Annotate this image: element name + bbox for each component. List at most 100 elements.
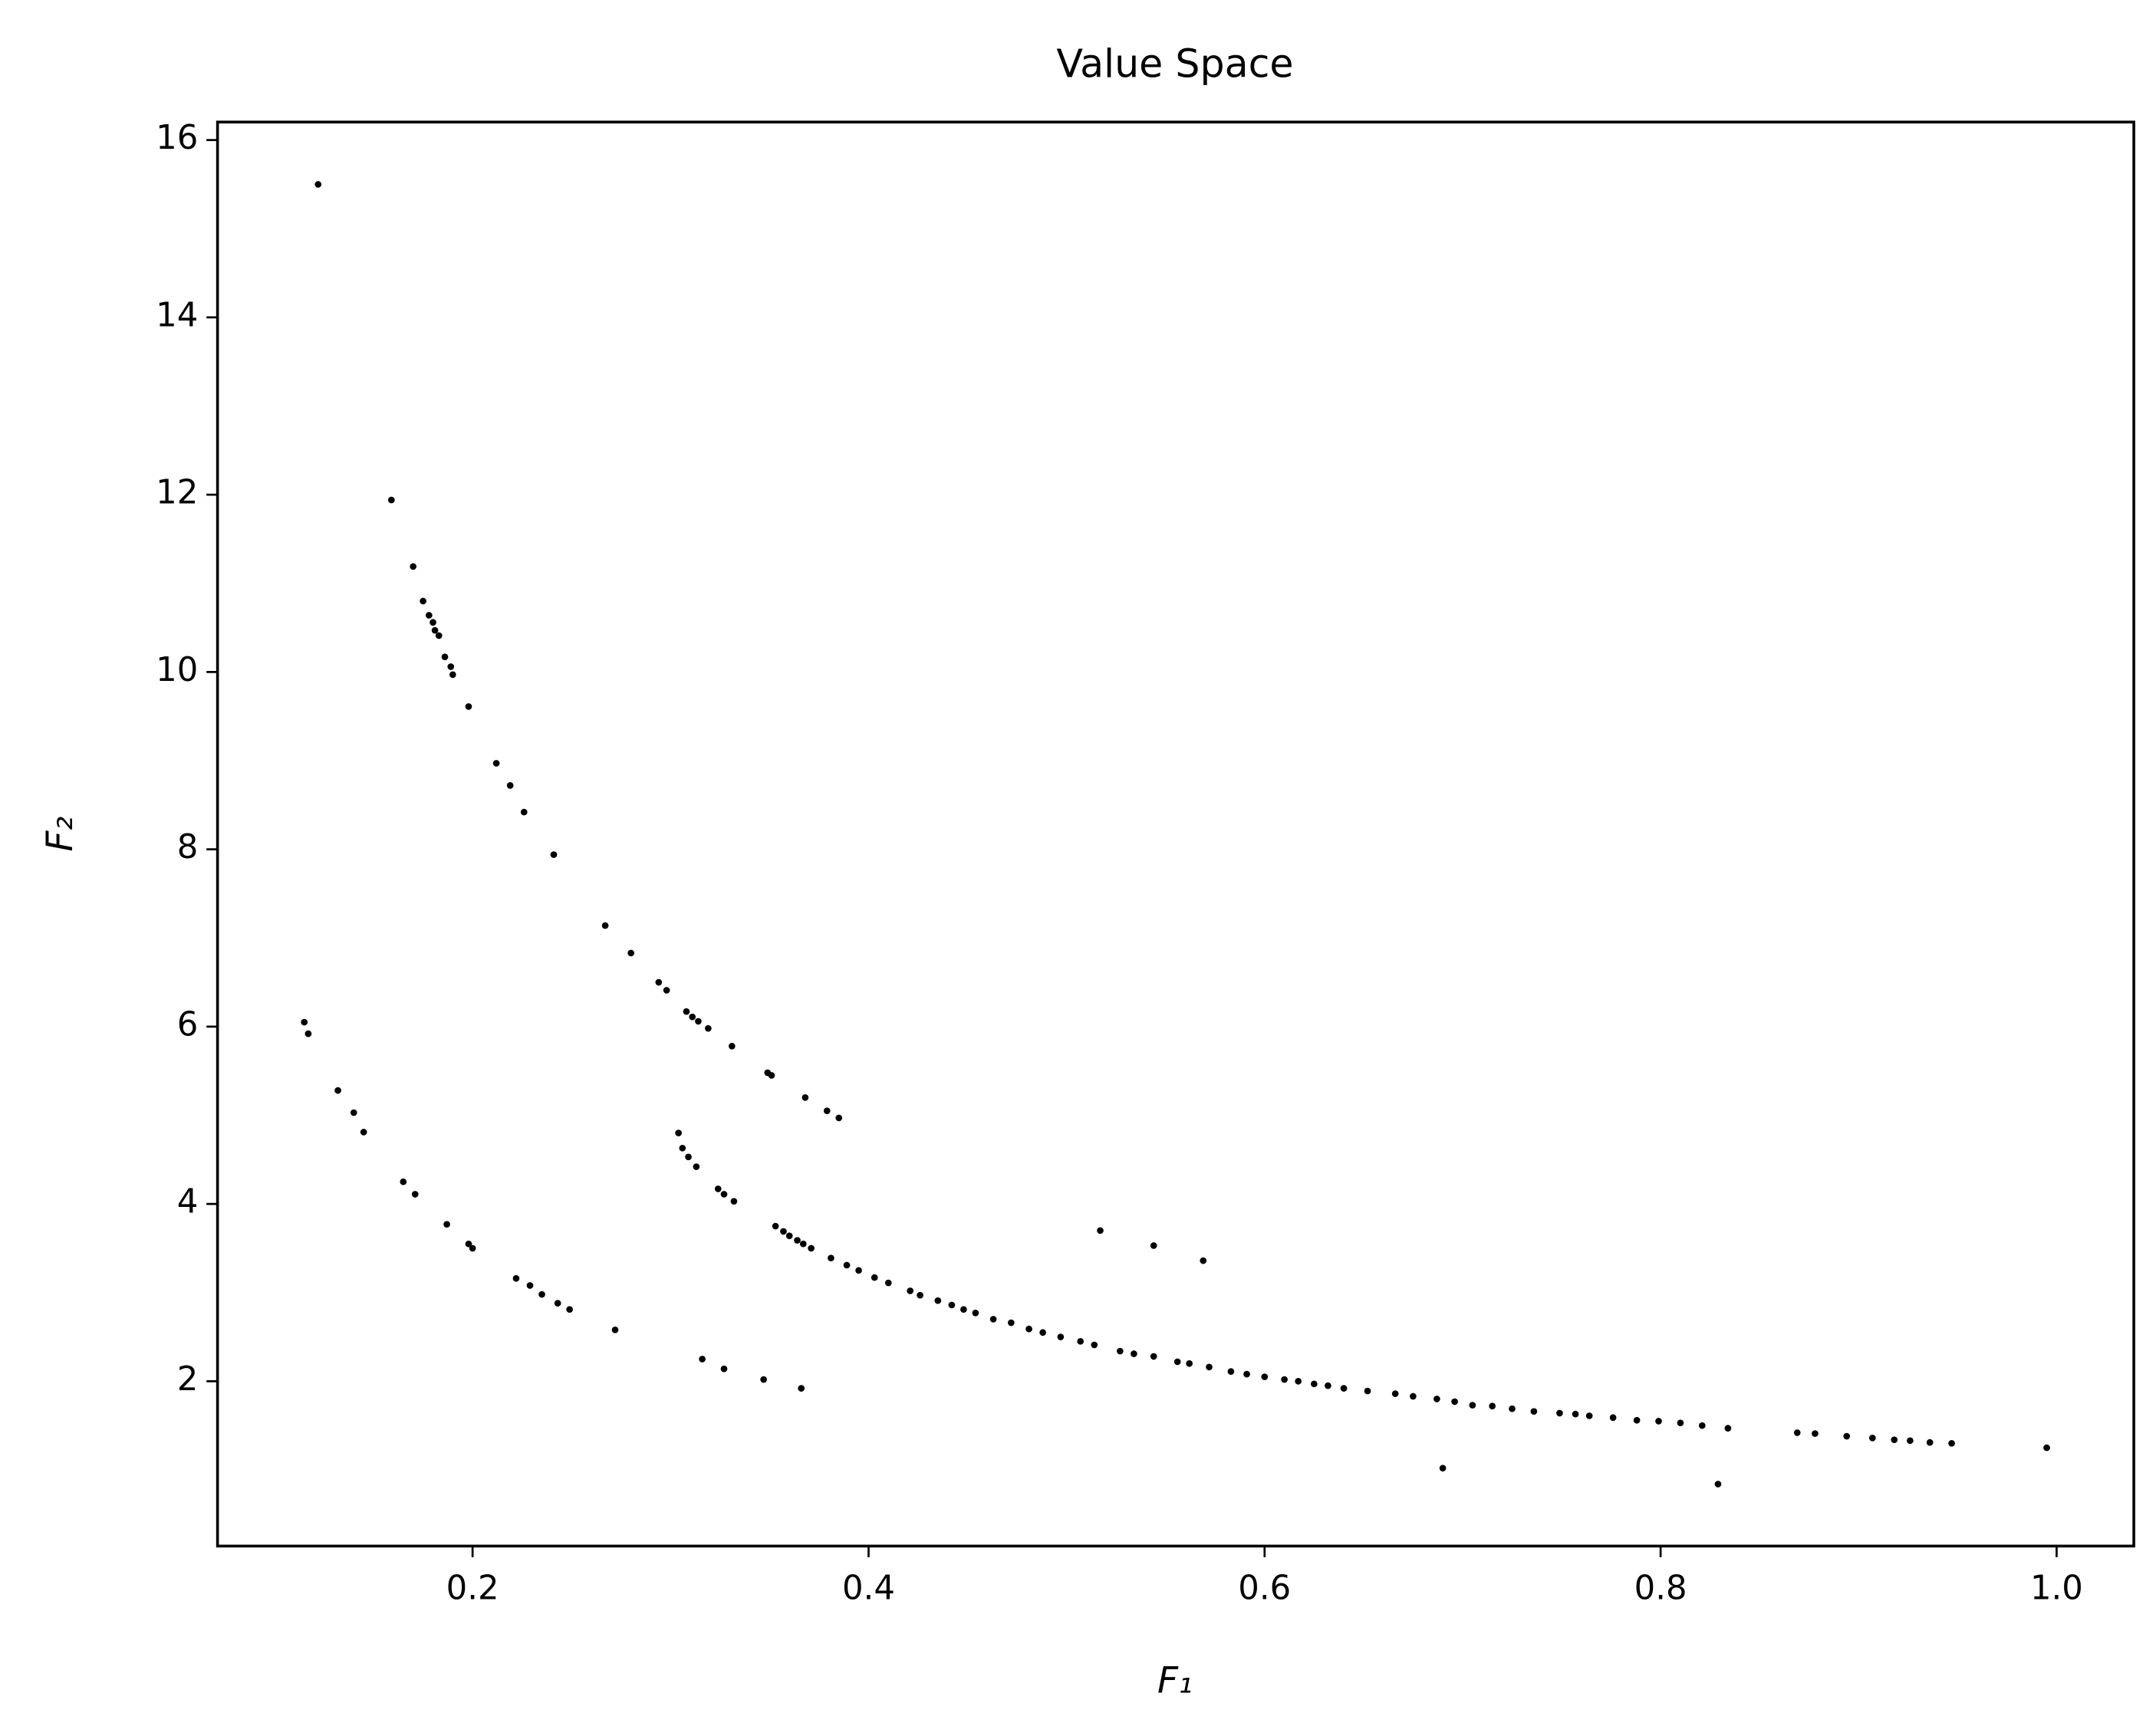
x-tick-label: 0.2: [446, 1570, 499, 1608]
point: [1131, 1350, 1137, 1357]
chart-title: Value Space: [1056, 41, 1293, 86]
point: [410, 563, 417, 570]
point: [435, 632, 443, 639]
point: [334, 1087, 341, 1094]
point: [768, 1072, 775, 1079]
point: [512, 1274, 520, 1282]
point: [934, 1297, 942, 1304]
point: [828, 1254, 834, 1261]
point: [728, 1042, 736, 1050]
plot-frame: [216, 120, 2135, 1548]
point: [972, 1309, 979, 1317]
point: [960, 1306, 967, 1314]
point: [1891, 1436, 1898, 1444]
point: [1509, 1405, 1516, 1412]
point: [884, 1279, 892, 1287]
point: [301, 1018, 308, 1026]
point: [1948, 1439, 1955, 1447]
point: [948, 1301, 956, 1309]
point: [1025, 1325, 1032, 1333]
point: [730, 1198, 738, 1205]
point: [526, 1282, 534, 1289]
point: [989, 1316, 997, 1323]
point: [1243, 1370, 1250, 1378]
point: [1091, 1341, 1098, 1349]
point: [705, 1024, 712, 1032]
point: [679, 1144, 686, 1152]
point: [798, 1385, 805, 1392]
point: [2043, 1444, 2050, 1452]
point: [469, 1244, 476, 1252]
point: [720, 1365, 728, 1373]
point: [1677, 1419, 1684, 1427]
point: [1439, 1465, 1447, 1472]
point: [538, 1290, 545, 1298]
point: [1585, 1412, 1593, 1419]
point: [1572, 1410, 1579, 1418]
point: [1926, 1438, 1934, 1446]
y-tick-label: 12: [156, 474, 198, 512]
point: [447, 663, 455, 670]
point: [760, 1376, 767, 1383]
point: [1843, 1432, 1851, 1440]
point: [799, 1240, 807, 1248]
point: [465, 1240, 472, 1248]
point: [1530, 1408, 1538, 1415]
point: [1609, 1414, 1617, 1422]
point: [1057, 1333, 1065, 1340]
point: [400, 1178, 407, 1185]
x-axis-label: F₁: [1157, 1660, 1193, 1702]
point: [655, 978, 663, 986]
y-axis-label: F₂: [39, 817, 81, 852]
point: [1907, 1437, 1914, 1445]
point: [794, 1237, 801, 1244]
point: [601, 922, 609, 929]
point: [823, 1107, 831, 1115]
point: [1812, 1430, 1819, 1437]
point: [387, 496, 395, 504]
point: [1310, 1380, 1318, 1388]
point: [1261, 1373, 1269, 1380]
point: [611, 1326, 619, 1333]
point: [1200, 1257, 1207, 1264]
point: [1391, 1390, 1399, 1397]
point: [1793, 1429, 1801, 1436]
point: [699, 1356, 706, 1363]
point: [441, 653, 449, 661]
point: [520, 808, 528, 816]
point: [720, 1191, 728, 1198]
y-tick-label: 10: [156, 651, 198, 689]
point: [685, 1153, 692, 1161]
point: [780, 1228, 787, 1235]
point: [1325, 1382, 1331, 1389]
point: [465, 703, 472, 710]
point: [426, 612, 433, 619]
point: [314, 181, 322, 188]
point: [675, 1129, 682, 1136]
point: [693, 1163, 700, 1170]
point: [835, 1114, 843, 1122]
point: [1655, 1418, 1662, 1425]
x-tick-label: 0.6: [1238, 1570, 1291, 1608]
point: [1227, 1368, 1235, 1375]
point: [1007, 1319, 1015, 1327]
point: [304, 1030, 312, 1037]
point: [1868, 1435, 1876, 1442]
point: [431, 626, 439, 634]
x-tick-label: 0.8: [1634, 1570, 1687, 1608]
point: [554, 1300, 561, 1307]
y-tick-label: 2: [177, 1360, 199, 1399]
point: [1714, 1481, 1722, 1488]
point: [1186, 1360, 1193, 1367]
point: [1489, 1402, 1496, 1410]
point: [1039, 1329, 1046, 1337]
point: [350, 1109, 357, 1116]
point: [1206, 1363, 1213, 1371]
point: [627, 949, 635, 957]
point: [550, 851, 558, 858]
point: [1150, 1242, 1157, 1249]
point: [492, 760, 500, 767]
y-tick-label: 8: [177, 828, 199, 866]
